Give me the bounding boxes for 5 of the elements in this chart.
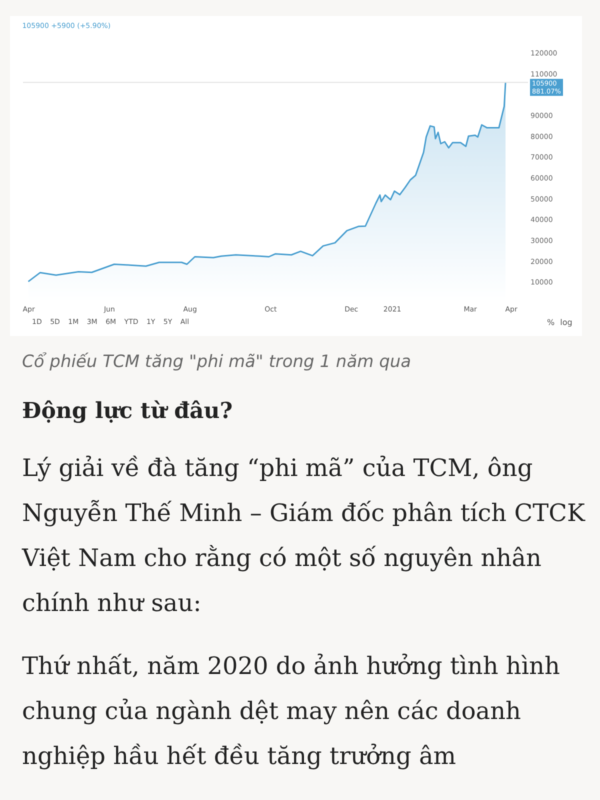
text: % log: [547, 318, 572, 327]
text: Động lực từ đâu?: [22, 398, 234, 424]
text: Lý giải về đà tăng “phi mã” của TCM, ông Nguyễn Thế Minh – Giám đốc phân tích CTCK Việt Nam cho rằng có một số nguyên nhân chính như sau:: [22, 453, 586, 619]
text: Cổ phiếu TCM tăng "phi mã" trong 1 năm qua: [22, 352, 412, 372]
text: Thứ nhất, năm 2020 do ảnh hưởng tình hình chung của ngành dệt may nên các doanh nghiệp hầu hết đều tăng trưởng âm: [22, 651, 561, 772]
